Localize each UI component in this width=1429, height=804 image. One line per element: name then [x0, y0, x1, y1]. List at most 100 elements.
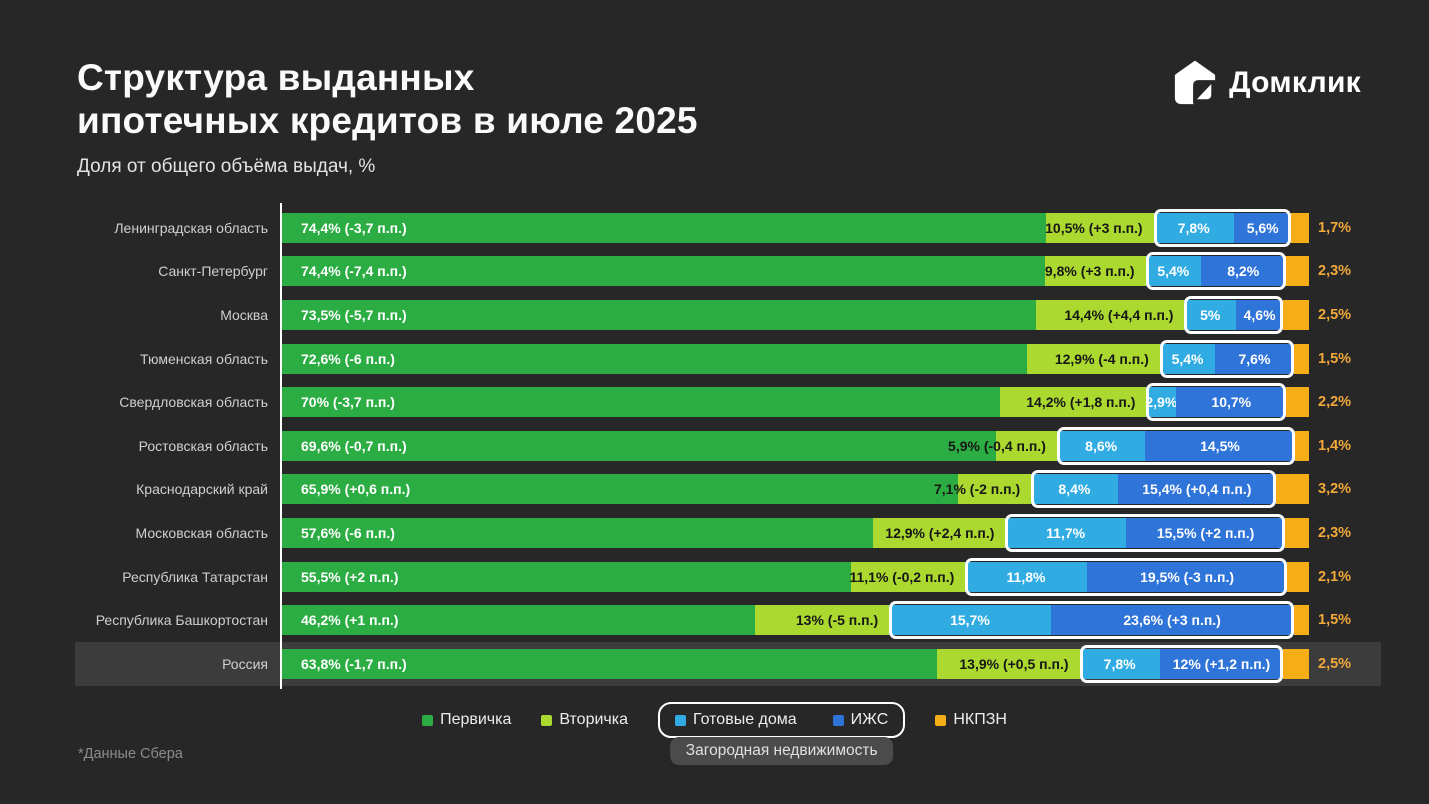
segment-value-label: 7,8% [1103, 655, 1136, 672]
segment-value-label: 70% (-3,7 п.п.) [301, 394, 395, 411]
legend-label: Готовые дома [693, 711, 797, 728]
segment-value-label: 5,6% [1246, 219, 1279, 236]
segment-nkpzn [1283, 299, 1309, 330]
segment-value-label: 8,6% [1085, 437, 1118, 454]
segment-houses: 8,6% [1056, 430, 1146, 461]
segment-value-label: 55,5% (+2 п.п.) [301, 568, 399, 585]
legend-item-pervichka: Первичка [422, 711, 511, 729]
segment-secondary: 10,5% (+3 п.п.) [1045, 212, 1154, 243]
nkpzn-value-label: 2,3% [1318, 263, 1352, 280]
segment-value-label: 19,5% (-3 п.п.) [1140, 568, 1235, 585]
row-label: Санкт-Петербург [158, 263, 268, 280]
chart: Ленинградская область 74,4% (-3,7 п.п.) 10… [75, 203, 1381, 689]
segment-value-label: 15,5% (+2 п.п.) [1156, 524, 1255, 541]
segment-primary: 63,8% (-1,7 п.п.) [280, 648, 937, 679]
segment-value-label: 5% [1200, 306, 1221, 323]
segment-nkpzn [1294, 430, 1309, 461]
segment-primary: 65,9% (+0,6 п.п.) [280, 474, 959, 505]
segment-nkpzn [1293, 605, 1309, 636]
segment-houses: 2,9% [1145, 387, 1177, 418]
segment-value-label: 10,7% [1211, 394, 1252, 411]
segment-primary: 72,6% (-6 п.п.) [280, 343, 1028, 374]
segment-secondary: 12,9% (-4 п.п.) [1027, 343, 1160, 374]
segment-izhs: 14,5% [1145, 430, 1295, 461]
legend-label: Вторичка [559, 711, 628, 728]
nkpzn-value-label: 1,5% [1318, 350, 1352, 367]
nkpzn-value-label: 3,2% [1318, 481, 1352, 498]
segment-houses: 11,7% [1005, 517, 1126, 548]
segment-secondary: 14,4% (+4,4 п.п.) [1036, 299, 1185, 330]
legend-swatch-izhs-icon [832, 714, 844, 726]
stacked-bar: 72,6% (-6 п.п.) 12,9% (-4 п.п.) 5,4% 7,6% [280, 339, 1309, 378]
page-title: Структура выданных ипотечных кредитов в … [77, 56, 698, 143]
segment-value-label: 12,9% (-4 п.п.) [1054, 350, 1149, 367]
legend-swatch-gotovye-doma-icon [675, 714, 686, 726]
chart-row: Московская область 57,6% (-6 п.п.) 12,9% (… [75, 511, 1381, 555]
segment-izhs: 10,7% [1176, 387, 1287, 418]
segment-nkpzn [1287, 561, 1309, 592]
segment-value-label: 7,1% (-2 п.п.) [934, 481, 1021, 498]
segment-izhs: 15,4% (+0,4 п.п.) [1117, 474, 1277, 505]
chart-rows: Ленинградская область 74,4% (-3,7 п.п.) 10… [75, 206, 1381, 686]
row-label: Свердловская область [119, 394, 268, 411]
segment-secondary: 5,9% (-0,4 п.п.) [948, 430, 1057, 461]
nkpzn-value-label: 1,5% [1318, 612, 1352, 629]
segment-secondary: 7,1% (-2 п.п.) [934, 474, 1032, 505]
segment-value-label: 14,5% [1200, 437, 1240, 454]
legend-group-country-house: Готовые дома ИЖС Загородная недвижимость [658, 702, 906, 765]
legend-label: НКПЗН [953, 711, 1007, 728]
stacked-bar: 74,4% (-7,4 п.п.) 9,8% (+3 п.п.) 5,4% 8,2% [280, 252, 1309, 291]
segment-secondary: 13% (-5 п.п.) [755, 605, 890, 636]
segment-houses: 5,4% [1159, 343, 1216, 374]
nkpzn-value-label: 1,4% [1318, 437, 1352, 454]
segment-value-label: 14,2% (+1,8 п.п.) [1026, 394, 1136, 411]
segment-value-label: 74,4% (-7,4 п.п.) [301, 263, 407, 280]
segment-value-label: 57,6% (-6 п.п.) [301, 524, 395, 541]
segment-primary: 46,2% (+1 п.п.) [280, 605, 756, 636]
segment-value-label: 10,5% (+3 п.п.) [1045, 219, 1143, 236]
legend-swatch-nkpzn-icon [935, 714, 947, 726]
legend-item-gotovye-doma: Готовые дома [675, 711, 797, 729]
segment-nkpzn [1283, 648, 1309, 679]
nkpzn-value-label: 2,5% [1318, 306, 1352, 323]
nkpzn-value-label: 2,2% [1318, 394, 1352, 411]
segment-izhs: 19,5% (-3 п.п.) [1086, 561, 1288, 592]
legend-item-nkpzn: НКПЗН [935, 711, 1007, 729]
segment-houses: 5% [1184, 299, 1236, 330]
segment-primary: 55,5% (+2 п.п.) [280, 561, 852, 592]
nkpzn-value-label: 1,7% [1318, 219, 1352, 236]
page-subtitle: Доля от общего объёма выдач, % [77, 155, 376, 177]
stacked-bar: 55,5% (+2 п.п.) 11,1% (-0,2 п.п.) 11,8% 19,… [280, 557, 1309, 596]
segment-value-label: 9,8% (+3 п.п.) [1044, 263, 1135, 280]
segment-secondary: 9,8% (+3 п.п.) [1044, 256, 1146, 287]
segment-value-label: 23,6% (+3 п.п.) [1123, 612, 1221, 629]
chart-row: Свердловская область 70% (-3,7 п.п.) 14,2%… [75, 380, 1381, 424]
segment-houses: 8,4% [1031, 474, 1118, 505]
segment-nkpzn [1276, 474, 1309, 505]
nkpzn-value-label: 2,1% [1318, 568, 1352, 585]
chart-row: Республика Башкортостан 46,2% (+1 п.п.) 13… [75, 598, 1381, 642]
legend-label: Первичка [440, 711, 512, 728]
segment-value-label: 11,8% [1006, 568, 1046, 585]
segment-izhs: 8,2% [1201, 256, 1286, 287]
legend: Первичка Вторичка Готовые дома ИЖС Загор… [0, 702, 1429, 765]
segment-value-label: 11,7% [1046, 524, 1086, 541]
segment-houses: 7,8% [1153, 212, 1234, 243]
chart-row: Санкт-Петербург 74,4% (-7,4 п.п.) 9,8% (+3… [75, 250, 1381, 294]
segment-value-label: 46,2% (+1 п.п.) [301, 612, 399, 629]
segment-houses: 11,8% [965, 561, 1087, 592]
legend-item-vtorichka: Вторичка [541, 711, 628, 729]
chart-row: Республика Татарстан 55,5% (+2 п.п.) 11,1%… [75, 555, 1381, 599]
segment-nkpzn [1285, 517, 1309, 548]
segment-value-label: 4,6% [1243, 306, 1276, 323]
legend-swatch-pervichka-icon [422, 714, 434, 726]
segment-value-label: 14,4% (+4,4 п.п.) [1064, 306, 1174, 323]
stacked-bar: 65,9% (+0,6 п.п.) 7,1% (-2 п.п.) 8,4% 15,4%… [280, 470, 1309, 509]
segment-value-label: 63,8% (-1,7 п.п.) [301, 655, 407, 672]
domclick-logo: Домклик [1172, 60, 1361, 106]
segment-primary: 73,5% (-5,7 п.п.) [280, 299, 1037, 330]
segment-value-label: 65,9% (+0,6 п.п.) [301, 481, 411, 498]
segment-value-label: 7,6% [1238, 350, 1271, 367]
segment-value-label: 5,4% [1171, 350, 1204, 367]
header: Структура выданных ипотечных кредитов в … [77, 56, 698, 178]
